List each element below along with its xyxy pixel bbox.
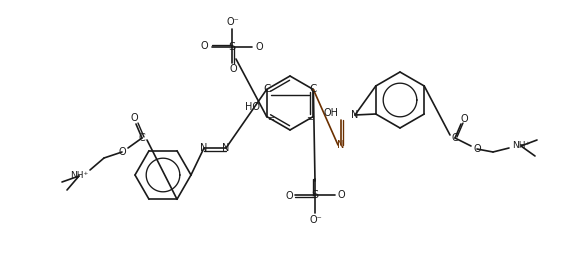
Text: N: N [201, 143, 208, 153]
Text: C: C [139, 133, 145, 143]
Text: =: = [267, 114, 274, 123]
Text: N: N [352, 110, 359, 120]
Text: S: S [229, 42, 236, 52]
Text: N: N [222, 143, 230, 153]
Text: O: O [200, 41, 208, 51]
Text: O: O [118, 147, 126, 157]
Text: C: C [263, 85, 271, 95]
Text: S: S [311, 190, 318, 200]
Text: O: O [285, 191, 293, 201]
Text: O: O [255, 42, 263, 52]
Text: C: C [452, 133, 458, 143]
Text: O: O [229, 64, 237, 74]
Text: NH⁺: NH⁺ [512, 141, 530, 150]
Text: NH⁺: NH⁺ [70, 172, 88, 181]
Text: OH: OH [324, 109, 339, 119]
Text: O⁻: O⁻ [310, 215, 322, 225]
Text: HO: HO [245, 102, 260, 112]
Text: O: O [337, 190, 345, 200]
Text: C: C [310, 85, 317, 95]
Text: O: O [460, 114, 468, 124]
Text: O⁻: O⁻ [227, 17, 240, 27]
Text: N: N [338, 140, 345, 150]
Text: O: O [473, 144, 481, 154]
Text: O: O [130, 113, 138, 123]
Text: =: = [306, 114, 313, 123]
